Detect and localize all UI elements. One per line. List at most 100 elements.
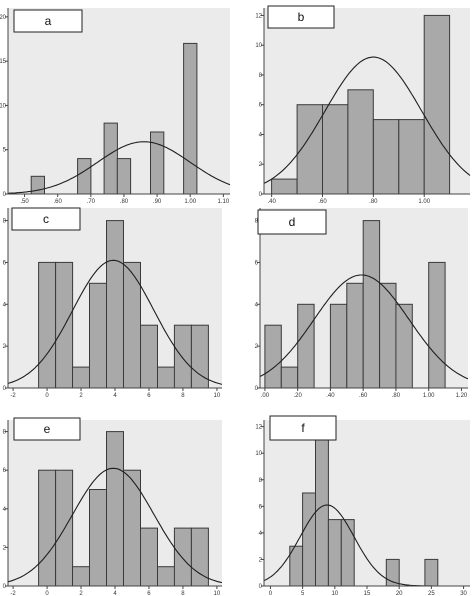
panel-label-box xyxy=(267,5,335,29)
x-tick-label: 1.00 xyxy=(184,199,196,205)
x-tick-label: .00 xyxy=(261,393,270,399)
y-tick-label: 2 xyxy=(3,545,7,551)
histogram-bar xyxy=(362,220,381,389)
x-tick-label: 1.00 xyxy=(418,199,430,205)
panel-label-box xyxy=(269,415,337,441)
y-tick-label: 4 xyxy=(3,302,7,308)
histogram-bar xyxy=(183,42,198,195)
y-tick-label: 0 xyxy=(255,386,259,392)
y-tick-label: 6 xyxy=(259,103,263,109)
panel-label-box xyxy=(11,207,81,231)
panel-label: f xyxy=(301,421,305,435)
normal-curve xyxy=(7,259,223,385)
histogram-bar xyxy=(297,303,315,389)
x-tick-label: 0 xyxy=(45,393,49,399)
x-tick-label: .80 xyxy=(392,393,401,399)
x-tick-label: .40 xyxy=(267,199,276,205)
normal-curve xyxy=(259,274,469,380)
x-tick-label: 10 xyxy=(331,591,338,596)
y-tick-label: 12 xyxy=(255,13,262,19)
histogram-bar xyxy=(77,158,92,195)
y-tick-label: 0 xyxy=(3,584,7,590)
x-tick-label: .60 xyxy=(54,199,63,205)
normal-curve xyxy=(7,467,223,584)
histogram-bar xyxy=(106,431,124,587)
y-tick-label: 8 xyxy=(255,219,259,225)
x-tick-label: 8 xyxy=(181,393,185,399)
histogram-bar xyxy=(173,324,192,389)
histogram-bar xyxy=(327,519,342,587)
panel-label: d xyxy=(289,215,296,229)
y-tick-label: 6 xyxy=(255,260,259,266)
histogram-bar xyxy=(38,469,57,587)
histogram-bar xyxy=(157,366,175,389)
histogram-bar xyxy=(395,303,413,389)
x-tick-label: -2 xyxy=(10,591,16,596)
y-tick-label: 8 xyxy=(259,73,263,79)
x-tick-label: .60 xyxy=(318,199,327,205)
histogram-bar xyxy=(157,566,175,587)
panel-label-box xyxy=(257,209,327,235)
y-tick-label: 4 xyxy=(259,132,263,138)
y-tick-label: 15 xyxy=(0,59,7,65)
y-tick-label: 10 xyxy=(255,451,262,457)
histogram-bar xyxy=(322,104,349,195)
y-tick-label: 6 xyxy=(3,260,7,266)
y-tick-label: 2 xyxy=(255,344,259,350)
x-tick-label: .80 xyxy=(120,199,129,205)
y-tick-label: 2 xyxy=(259,557,263,563)
x-tick-label: 6 xyxy=(147,393,151,399)
histogram-bar xyxy=(116,158,132,195)
y-tick-label: 6 xyxy=(259,504,263,510)
x-tick-label: 8 xyxy=(181,591,185,596)
histogram-bar xyxy=(106,220,124,389)
y-tick-label: 10 xyxy=(255,43,262,49)
x-tick-label: 0 xyxy=(45,591,49,596)
histogram-bar xyxy=(140,527,158,587)
x-tick-label: 10 xyxy=(214,591,221,596)
histogram-bar xyxy=(103,122,118,195)
x-tick-label: 6 xyxy=(147,591,151,596)
histogram-bar xyxy=(346,282,364,389)
x-tick-label: 25 xyxy=(428,591,435,596)
y-tick-label: 12 xyxy=(255,425,262,431)
y-tick-label: 4 xyxy=(3,507,7,513)
histogram-bar xyxy=(271,178,298,195)
histogram-bar xyxy=(302,492,317,587)
y-tick-label: 0 xyxy=(3,192,7,198)
y-tick-label: 20 xyxy=(0,15,7,21)
histogram-bar xyxy=(379,282,397,389)
y-tick-label: 8 xyxy=(259,478,263,484)
x-tick-label: 15 xyxy=(364,591,371,596)
histogram-bar xyxy=(55,261,74,389)
x-tick-label: 1.00 xyxy=(423,393,435,399)
y-tick-label: 4 xyxy=(255,302,259,308)
y-tick-label: 8 xyxy=(3,430,7,436)
x-tick-label: .90 xyxy=(153,199,162,205)
histogram-bar xyxy=(340,519,355,587)
panel-label: c xyxy=(43,212,49,226)
histogram-bar xyxy=(280,366,299,389)
y-tick-label: 4 xyxy=(259,531,263,537)
x-tick-label: .40 xyxy=(326,393,335,399)
histogram-bar xyxy=(72,566,90,587)
x-tick-label: 30 xyxy=(460,591,467,596)
histogram-bar xyxy=(140,324,158,389)
histogram-bar xyxy=(428,261,446,389)
y-tick-label: 0 xyxy=(259,584,263,590)
histogram-bar xyxy=(424,558,439,587)
histogram-bar xyxy=(329,303,348,389)
histogram-bar xyxy=(423,14,451,195)
chart-panel-b: 0 2 4 6 8 10 12 .40 .60 .80 1.00 b xyxy=(255,5,471,205)
panel-label-box xyxy=(13,417,81,441)
normal-curve xyxy=(263,56,471,184)
x-tick-label: 4 xyxy=(113,591,117,596)
y-tick-label: 0 xyxy=(3,386,7,392)
x-tick-label: .50 xyxy=(20,199,29,205)
x-tick-label: 0 xyxy=(269,591,273,596)
y-tick-label: 5 xyxy=(3,148,7,154)
panel-label: a xyxy=(45,14,52,28)
histogram-bar xyxy=(89,489,107,587)
